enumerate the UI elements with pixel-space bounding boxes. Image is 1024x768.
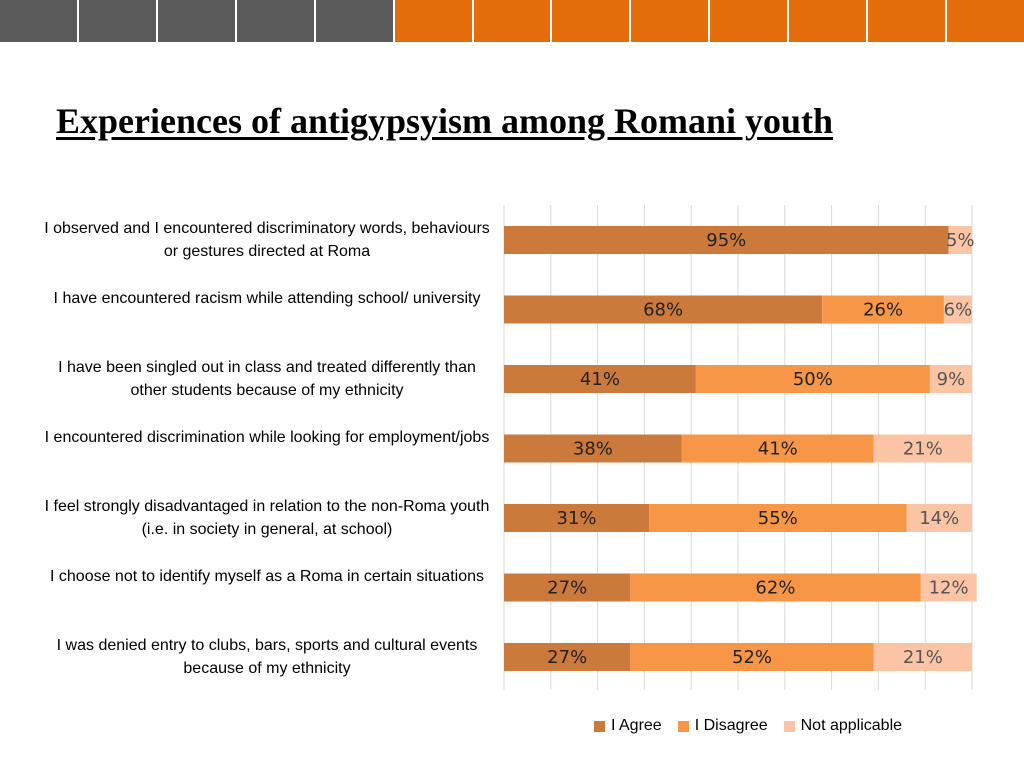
data-label: 55% [758,508,798,529]
bar-segment [873,643,972,671]
data-label: 50% [793,369,833,390]
bar-segment [873,434,972,463]
bar-segment [504,365,696,393]
header-segment [473,0,551,42]
data-label: 27% [547,647,587,668]
bar-segment [948,226,972,254]
data-label: 41% [758,439,798,460]
bar-segment [504,226,949,254]
category-label: I was denied entry to clubs, bars, sport… [56,637,478,677]
category-label: I feel strongly disadvantaged in relatio… [44,498,490,538]
bar-segment [943,295,972,324]
header-segment [157,0,235,42]
data-label: 9% [937,369,966,390]
data-label: 21% [903,647,943,668]
header-segment [789,0,867,42]
category-label: I have encountered racism while attendin… [53,289,481,307]
bar-segment [695,365,930,393]
legend-label: I Agree [611,717,662,734]
legend-label: I Disagree [694,717,768,734]
header-segment [631,0,709,42]
bar-segment [630,573,921,602]
bar-segment [504,643,631,671]
data-label: 5% [946,230,975,251]
header-segment [78,0,156,42]
bar-segment [906,504,972,532]
category-label: I have been singled out in class and tre… [58,359,476,399]
header-segment [552,0,630,42]
data-label: 31% [557,508,597,529]
data-label: 52% [732,647,772,668]
bar-segment [630,643,874,671]
header-segment [868,0,946,42]
legend-item: Not applicable [783,717,903,735]
data-label: 12% [929,578,969,599]
data-label: 6% [944,300,973,321]
header-segment [236,0,314,42]
bar-segment [920,573,977,602]
data-label: 62% [755,578,795,599]
legend-swatch [677,720,689,732]
legend-label: Not applicable [800,717,903,734]
header-segment [394,0,472,42]
bar-segment [504,504,650,532]
legend-item: I Agree [594,717,662,735]
category-label: I choose not to identify myself as a Rom… [50,567,484,585]
header-bar [0,0,1024,44]
bar-segment [504,573,631,602]
bar-segment [681,434,874,463]
data-label: 68% [643,300,683,321]
legend-swatch [783,720,795,732]
bar-segment [822,295,944,324]
data-label: 38% [573,439,613,460]
data-label: 41% [580,369,620,390]
data-label: 27% [547,578,587,599]
legend-swatch [594,720,605,732]
header-segment [0,0,77,42]
page-title: Experiences of antigypsyism among Romani… [56,101,834,141]
header-segment [710,0,788,42]
data-label: 14% [919,508,959,529]
header-segment [947,0,1024,42]
legend-item: I Disagree [677,717,768,735]
bar-segment [929,365,972,393]
data-label: 95% [706,230,746,251]
bar-segment [504,295,823,324]
chart-legend: I Agree I Disagree Not applicable [594,714,902,738]
data-label: 21% [903,439,943,460]
bar-segment [504,434,682,463]
category-label: I encountered discrimination while looki… [44,428,490,446]
data-label: 26% [863,300,903,321]
bar-segment [649,504,907,532]
category-label: I observed and I encountered discriminat… [44,220,490,260]
header-segment [315,0,393,42]
